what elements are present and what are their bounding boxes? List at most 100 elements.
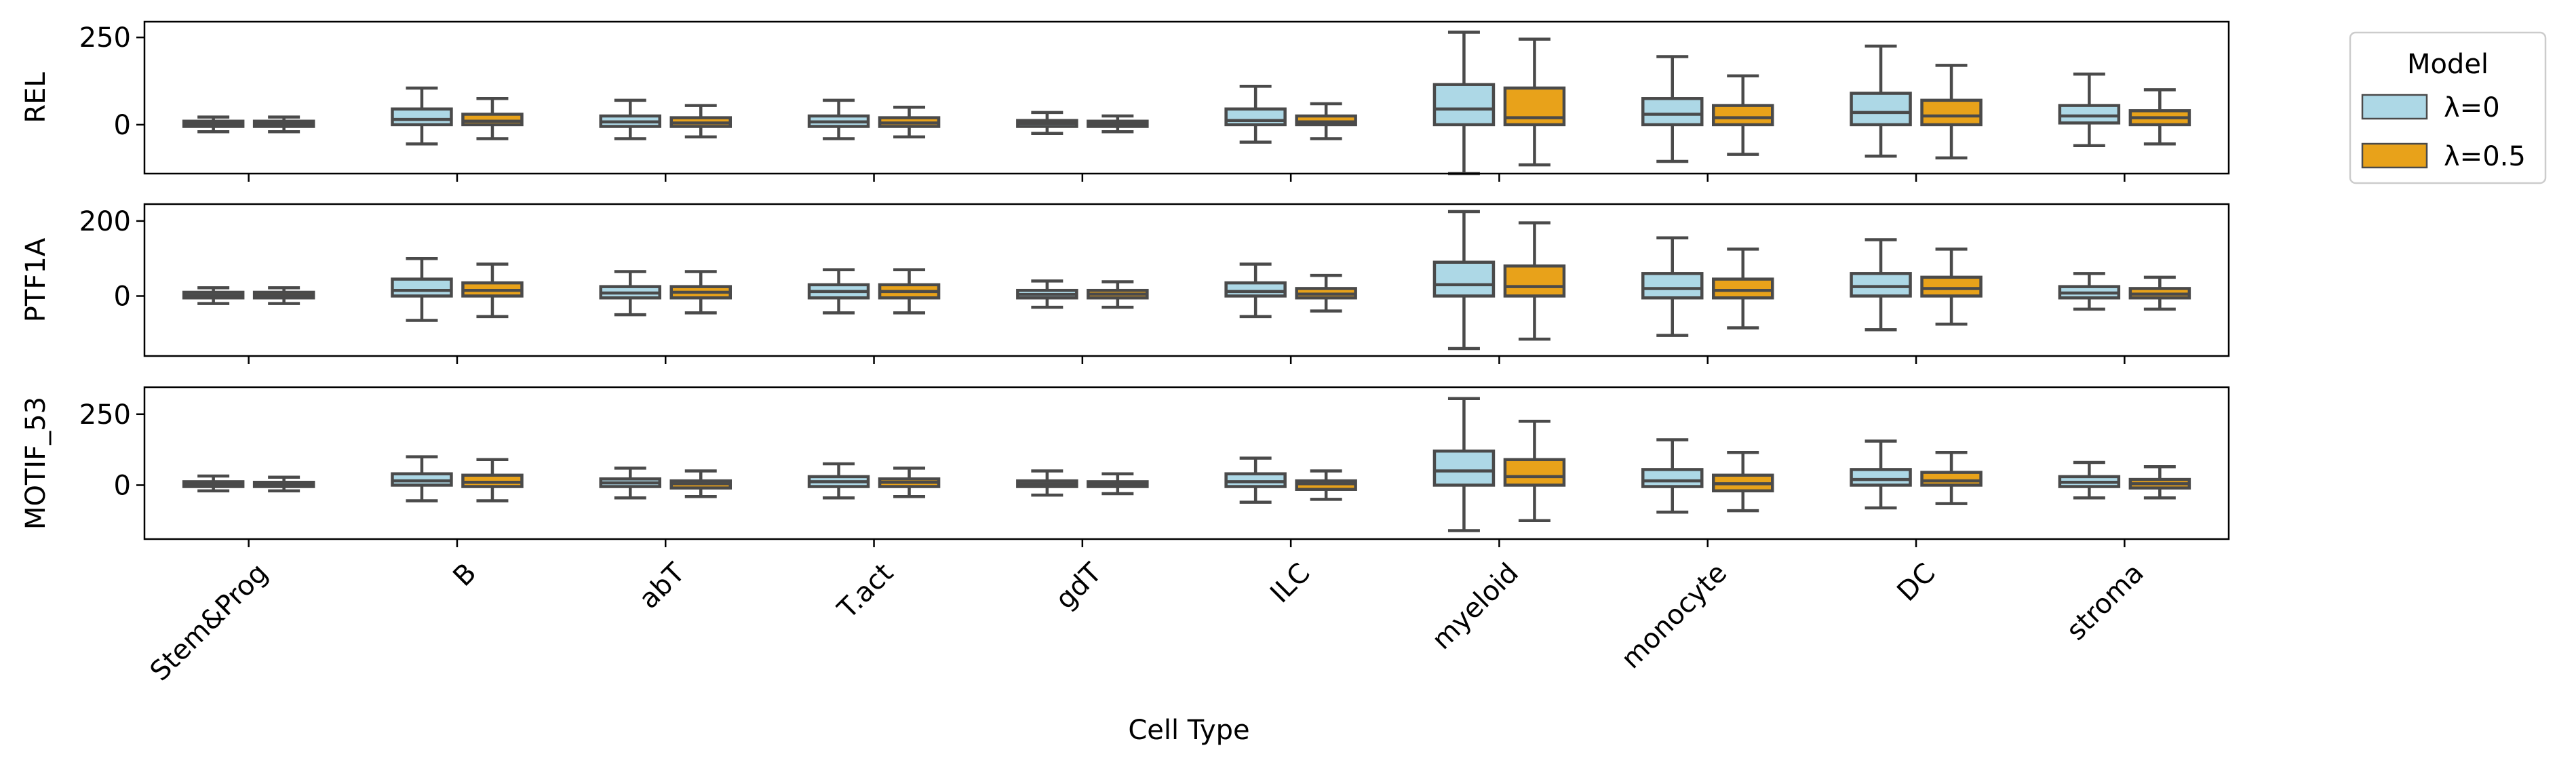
box-Stem&Prog-series-1 (252, 475, 315, 493)
box-myeloid-series-1 (1503, 221, 1566, 341)
x-tick-label-t-act: T.act (832, 557, 899, 625)
box-stroma-series-1 (2128, 88, 2191, 146)
box-myeloid-series-0 (1432, 397, 1496, 532)
y-tick-label: 0 (114, 281, 131, 313)
box-ILC-series-0 (1224, 456, 1287, 504)
box-monocyte-series-1 (1712, 74, 1774, 156)
box-abT-series-1 (669, 270, 732, 315)
box-DC-series-0 (1850, 439, 1912, 510)
box-Stem&Prog-series-0 (182, 115, 245, 134)
legend-swatch-lambda-0 (2361, 94, 2428, 120)
box-gdT-series-1 (1087, 114, 1149, 134)
legend-label-lambda-0: λ=0 (2444, 92, 2500, 123)
box-T.act-series-1 (878, 467, 941, 498)
x-tick-label-dc: DC (1891, 557, 1941, 608)
box-abT-series-0 (599, 270, 661, 317)
panel-rel: 0 250 REL (20, 20, 2230, 182)
box-ILC-series-1 (1295, 469, 1357, 501)
iqr-box (1712, 104, 1774, 127)
box-DC-series-1 (1920, 451, 1983, 505)
box-monocyte-series-0 (1641, 438, 1704, 514)
box-Stem&Prog-series-1 (252, 286, 315, 305)
x-tick-label-monocyte: monocyte (1616, 557, 1733, 675)
box-T.act-series-1 (878, 105, 941, 139)
x-tick-label-gdt: gdT (1050, 557, 1108, 616)
iqr-box (1920, 275, 1983, 298)
iqr-box (2058, 104, 2121, 125)
y-axis-label-motif_53: MOTIF_53 (20, 397, 52, 530)
box-gdT-series-0 (1016, 111, 1078, 136)
iqr-box (1920, 98, 1983, 127)
y-tick-label: 250 (79, 22, 131, 54)
box-gdT-series-0 (1016, 469, 1078, 497)
box-myeloid-series-0 (1432, 210, 1496, 351)
iqr-box (1850, 272, 1912, 298)
x-tick-label-ilc: ILC (1264, 557, 1316, 609)
box-stroma-series-1 (2128, 275, 2191, 311)
box-B-series-0 (391, 455, 453, 502)
box-B-series-1 (461, 458, 524, 502)
box-stroma-series-0 (2058, 72, 2121, 148)
y-tick-label: 0 (114, 110, 131, 141)
box-gdT-series-1 (1087, 280, 1149, 309)
iqr-box (1503, 264, 1566, 298)
box-stroma-series-1 (2128, 464, 2191, 500)
box-ILC-series-1 (1295, 102, 1357, 140)
x-tick-label-b: B (447, 557, 482, 593)
box-abT-series-1 (669, 469, 732, 498)
iqr-box (1224, 281, 1287, 298)
legend-label-lambda-0.5: λ=0.5 (2444, 141, 2526, 172)
iqr-box (1503, 458, 1566, 487)
box-B-series-0 (391, 86, 453, 146)
box-stroma-series-0 (2058, 460, 2121, 500)
iqr-box (1224, 107, 1287, 127)
box-monocyte-series-0 (1641, 55, 1704, 163)
box-myeloid-series-1 (1503, 419, 1566, 523)
y-tick-label: 200 (79, 206, 131, 237)
box-abT-series-0 (599, 467, 661, 500)
panel-motif_53: 0 250 MOTIF_53 (20, 386, 2230, 547)
box-B-series-0 (391, 256, 453, 322)
x-tick-label-myeloid: myeloid (1426, 557, 1525, 656)
y-tick-label: 250 (79, 399, 131, 431)
iqr-box (1432, 449, 1496, 487)
box-abT-series-1 (669, 104, 732, 139)
iqr-box (1432, 83, 1496, 127)
box-T.act-series-1 (878, 268, 941, 315)
iqr-box (391, 107, 453, 127)
iqr-box (1712, 277, 1774, 300)
panel-frame (143, 20, 2230, 175)
box-B-series-1 (461, 262, 524, 319)
box-DC-series-0 (1850, 44, 1912, 158)
box-gdT-series-1 (1087, 472, 1149, 496)
x-axis-label: Cell Type (1128, 715, 1249, 746)
panel-frame (143, 386, 2230, 540)
box-ILC-series-0 (1224, 85, 1287, 144)
iqr-box (1920, 471, 1983, 487)
box-ILC-series-1 (1295, 273, 1357, 313)
iqr-box (1641, 468, 1704, 488)
box-monocyte-series-0 (1641, 236, 1704, 337)
iqr-box (391, 277, 453, 298)
x-tick-label-stroma: stroma (2061, 557, 2150, 647)
box-B-series-1 (461, 97, 524, 140)
box-Stem&Prog-series-1 (252, 115, 315, 134)
box-monocyte-series-1 (1712, 248, 1774, 330)
box-DC-series-1 (1920, 64, 1983, 160)
iqr-box (1641, 97, 1704, 127)
legend-title: Model (2407, 49, 2489, 80)
iqr-box (1641, 272, 1704, 300)
box-monocyte-series-1 (1712, 451, 1774, 513)
x-tick-label-abt: abT (633, 557, 691, 615)
box-T.act-series-0 (807, 268, 870, 315)
box-DC-series-0 (1850, 238, 1912, 332)
box-gdT-series-0 (1016, 279, 1078, 309)
iqr-box (1850, 468, 1912, 487)
box-stroma-series-0 (2058, 272, 2121, 311)
iqr-box (1224, 472, 1287, 488)
iqr-box (1432, 260, 1496, 298)
legend: Model λ=0 λ=0.5 (2349, 31, 2547, 184)
iqr-box (1850, 92, 1912, 127)
